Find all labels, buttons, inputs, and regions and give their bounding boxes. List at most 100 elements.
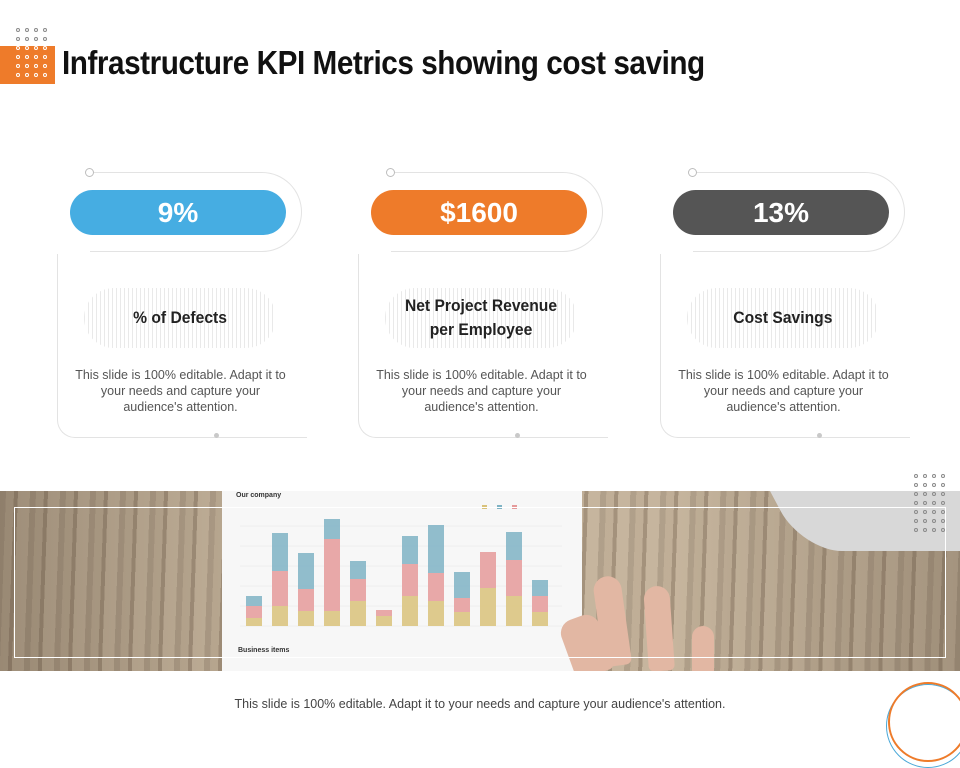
card-outline xyxy=(57,254,307,438)
decor-dot xyxy=(923,510,927,514)
desk-photo: Our company Business items xyxy=(0,491,960,671)
decor-dot xyxy=(932,519,936,523)
finger-shape xyxy=(692,626,714,671)
decor-dot xyxy=(941,519,945,523)
decor-dot xyxy=(25,64,29,68)
kpi-description: This slide is 100% editable. Adapt it to… xyxy=(678,368,889,414)
report-bar-segment xyxy=(324,611,340,626)
kpi-value-pill: $1600 xyxy=(371,190,587,235)
report-footer: Business items xyxy=(238,647,290,654)
decor-dot xyxy=(941,483,945,487)
report-bar-segment xyxy=(506,560,522,596)
decor-dot xyxy=(43,73,47,77)
decor-dot xyxy=(25,55,29,59)
report-bar-segment xyxy=(272,571,288,606)
decor-dot xyxy=(923,483,927,487)
decor-dot xyxy=(923,492,927,496)
decor-dot xyxy=(914,483,918,487)
decor-dot xyxy=(16,46,20,50)
decor-dot xyxy=(914,492,918,496)
report-bar-segment xyxy=(402,536,418,564)
decor-dot xyxy=(914,501,918,505)
report-bar-segment xyxy=(350,579,366,601)
card-connector-arc xyxy=(90,172,302,252)
decor-dot xyxy=(16,55,20,59)
decor-dot xyxy=(923,528,927,532)
decor-dot xyxy=(34,64,38,68)
page-title: Infrastructure KPI Metrics showing cost … xyxy=(62,44,705,81)
kpi-label-text: % of Defects xyxy=(133,308,227,327)
decor-dot xyxy=(932,492,936,496)
decor-dot xyxy=(923,501,927,505)
report-bar-segment xyxy=(376,616,392,626)
report-bar-segment xyxy=(324,519,340,539)
kpi-card-cost-savings: 13% Cost Savings This slide is 100% edit… xyxy=(660,168,913,440)
decor-dot xyxy=(43,28,47,32)
decor-dot xyxy=(43,55,47,59)
connector-dot xyxy=(85,168,94,177)
card-connector-arc xyxy=(391,172,603,252)
header-accent-bar xyxy=(0,46,55,84)
decor-dot xyxy=(923,519,927,523)
kpi-card-defects: 9% % of Defects This slide is 100% edita… xyxy=(57,168,310,440)
connector-dot xyxy=(515,433,520,438)
decorative-dots-overlay xyxy=(16,46,47,77)
decor-dot xyxy=(43,37,47,41)
report-bar-segment xyxy=(298,611,314,626)
report-bar-segment xyxy=(350,561,366,579)
decor-dot xyxy=(941,528,945,532)
decor-dot xyxy=(914,519,918,523)
decor-dot xyxy=(914,474,918,478)
kpi-value-pill: 9% xyxy=(70,190,286,235)
kpi-label-text: Net Project Revenue per Employee xyxy=(404,296,558,339)
decor-dot xyxy=(932,528,936,532)
decor-dot xyxy=(932,510,936,514)
decorative-dots-top-left xyxy=(16,28,47,41)
report-bar-segment xyxy=(532,596,548,612)
report-bar-segment xyxy=(428,573,444,601)
decor-dot xyxy=(25,37,29,41)
kpi-label-text: Cost Savings xyxy=(733,308,833,327)
decor-dot xyxy=(941,474,945,478)
kpi-value-pill: 13% xyxy=(673,190,889,235)
decor-dot xyxy=(34,46,38,50)
card-outline xyxy=(358,254,608,438)
report-title: Our company xyxy=(236,492,282,499)
report-bar-segment xyxy=(532,580,548,596)
report-bar-segment xyxy=(350,601,366,626)
report-bar-segment xyxy=(428,525,444,573)
report-bar-segment xyxy=(480,588,496,626)
printed-report-image: Our company Business items xyxy=(222,491,582,671)
decor-dot xyxy=(34,73,38,77)
report-bar-segment xyxy=(298,589,314,611)
report-bar-segment xyxy=(324,539,340,611)
report-bar-segment xyxy=(402,564,418,596)
connector-dot xyxy=(214,433,219,438)
report-bar-segment xyxy=(454,612,470,626)
kpi-description: This slide is 100% editable. Adapt it to… xyxy=(75,368,286,414)
kpi-card-revenue: $1600 Net Project Revenue per Employee T… xyxy=(358,168,611,440)
report-bar-segment xyxy=(480,552,496,588)
card-connector-arc xyxy=(693,172,905,252)
decor-dot xyxy=(941,501,945,505)
card-outline xyxy=(660,254,910,438)
decor-dot xyxy=(43,46,47,50)
footer-note: This slide is 100% editable. Adapt it to… xyxy=(234,697,726,711)
connector-dot xyxy=(386,168,395,177)
decor-dot xyxy=(914,510,918,514)
decor-dot xyxy=(932,501,936,505)
report-bar-segment xyxy=(506,596,522,626)
kpi-label: % of Defects xyxy=(84,288,276,348)
kpi-description: This slide is 100% editable. Adapt it to… xyxy=(376,368,587,414)
report-bar-segment xyxy=(532,612,548,626)
report-bar-segment xyxy=(428,601,444,626)
decorative-dots-right xyxy=(914,474,945,532)
connector-dot xyxy=(688,168,697,177)
decor-dot xyxy=(16,28,20,32)
decor-dot xyxy=(16,73,20,77)
decor-dot xyxy=(914,528,918,532)
decor-dot xyxy=(25,46,29,50)
report-bar-segment xyxy=(246,618,262,626)
decor-dot xyxy=(34,28,38,32)
photo-frame-outline xyxy=(14,507,946,658)
